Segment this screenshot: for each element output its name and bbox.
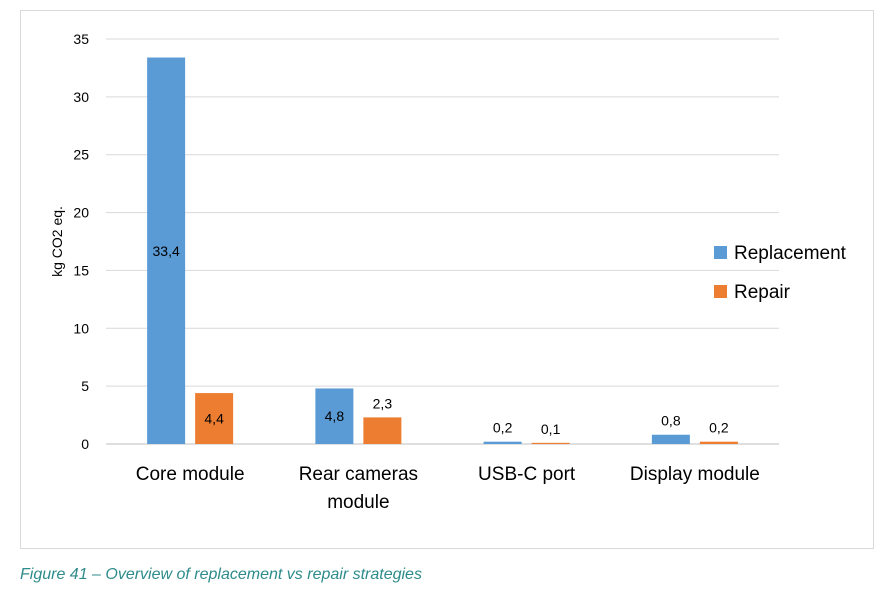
chart-frame: 0 5 10 15 20 25 30 35 kg CO2 eq. 33,4 4,4 Core modu… bbox=[20, 10, 874, 549]
category-label: Display module bbox=[630, 464, 760, 485]
legend-swatch-repair bbox=[714, 285, 727, 298]
data-label: 0,2 bbox=[493, 420, 513, 436]
bar-chart: 0 5 10 15 20 25 30 35 kg CO2 eq. 33,4 4,4 Core modu… bbox=[49, 31, 847, 513]
data-label: 33,4 bbox=[153, 243, 180, 259]
y-tick-label: 30 bbox=[73, 89, 89, 105]
data-label: 0,1 bbox=[541, 421, 561, 437]
y-tick-label: 20 bbox=[73, 205, 89, 221]
data-label: 0,8 bbox=[661, 413, 681, 429]
category-label: USB-C port bbox=[478, 464, 576, 485]
data-label: 4,8 bbox=[325, 408, 345, 424]
legend-label-replacement: Replacement bbox=[734, 243, 847, 264]
category-label: Rear cameras bbox=[299, 464, 418, 485]
category-label: module bbox=[327, 492, 389, 513]
data-label: 0,2 bbox=[709, 420, 729, 436]
data-label: 4,4 bbox=[204, 411, 224, 427]
bar-replacement bbox=[315, 388, 354, 444]
y-tick-label: 0 bbox=[81, 436, 89, 452]
bar-repair bbox=[699, 441, 738, 444]
bar-repair bbox=[195, 393, 234, 444]
y-tick-label: 25 bbox=[73, 147, 89, 163]
y-tick-label: 5 bbox=[81, 378, 89, 394]
y-tick-label: 35 bbox=[73, 31, 89, 47]
category-label: Core module bbox=[136, 464, 245, 485]
legend-swatch-replacement bbox=[714, 246, 727, 259]
figure-caption: Figure 41 – Overview of replacement vs r… bbox=[20, 566, 422, 583]
bar-replacement bbox=[147, 57, 186, 445]
data-label: 2,3 bbox=[373, 395, 393, 411]
y-tick-label: 10 bbox=[73, 320, 89, 336]
y-tick-label: 15 bbox=[73, 262, 89, 278]
bar-repair bbox=[363, 417, 402, 444]
bar-replacement bbox=[483, 441, 522, 444]
bar-repair bbox=[531, 442, 570, 444]
bar-replacement bbox=[651, 434, 690, 444]
legend-label-repair: Repair bbox=[734, 282, 791, 303]
y-axis-title: kg CO2 eq. bbox=[49, 206, 65, 277]
